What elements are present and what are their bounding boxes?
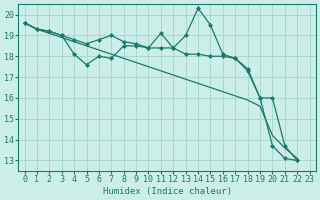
X-axis label: Humidex (Indice chaleur): Humidex (Indice chaleur) [103,187,232,196]
